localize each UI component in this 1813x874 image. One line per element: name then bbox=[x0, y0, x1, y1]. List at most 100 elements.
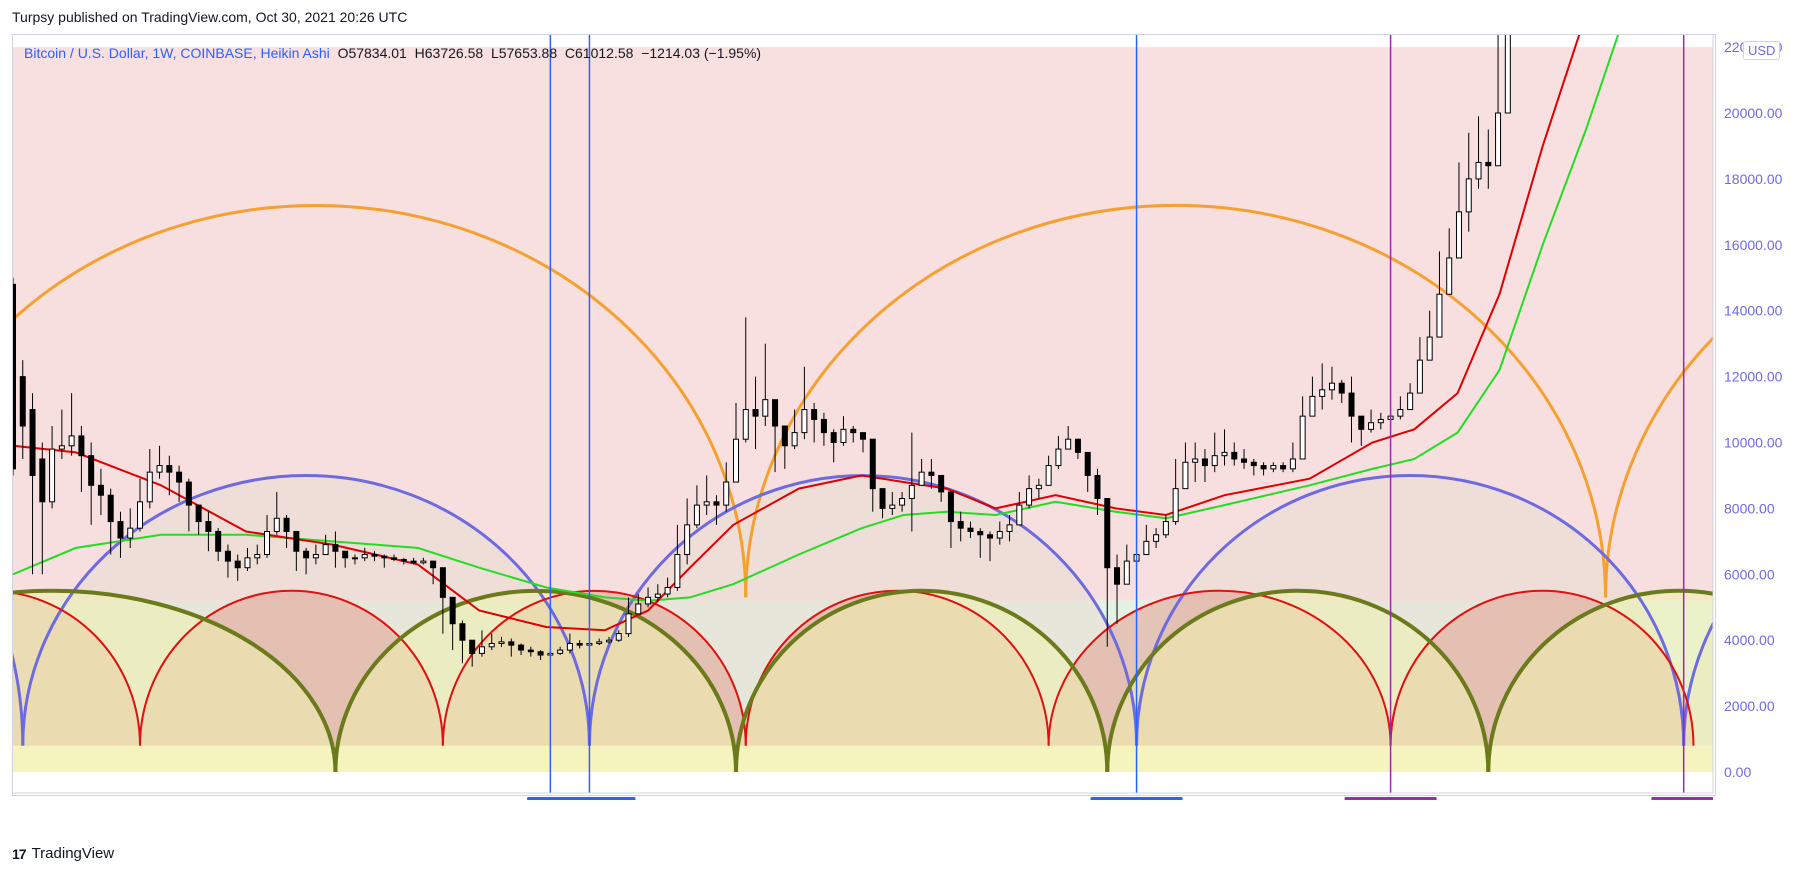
candle bbox=[185, 481, 192, 506]
candle bbox=[820, 418, 827, 434]
candle bbox=[918, 471, 925, 486]
candle bbox=[400, 558, 407, 562]
candle bbox=[1172, 488, 1179, 523]
olive-arc-fill-3 bbox=[1107, 590, 1489, 772]
candle bbox=[88, 455, 95, 486]
plot-area bbox=[13, 35, 1713, 793]
candle bbox=[1074, 438, 1081, 453]
candle bbox=[224, 550, 231, 562]
candle bbox=[146, 471, 153, 503]
x-tick-label: Oct bbox=[873, 799, 895, 800]
candle bbox=[107, 494, 114, 523]
candle bbox=[713, 501, 720, 506]
blue-arc-1 bbox=[21, 473, 591, 746]
candle bbox=[596, 641, 603, 644]
candle bbox=[1114, 567, 1121, 585]
candle bbox=[830, 432, 837, 443]
candle bbox=[742, 409, 749, 440]
olive-arc-fill-0 bbox=[13, 590, 336, 772]
candle bbox=[1328, 382, 1335, 391]
candle bbox=[645, 596, 652, 605]
olive-arc-4 bbox=[1486, 589, 1713, 773]
candle bbox=[1289, 458, 1296, 470]
candle bbox=[508, 641, 515, 646]
candle bbox=[1309, 395, 1316, 417]
candle bbox=[176, 471, 183, 483]
candle bbox=[1270, 465, 1277, 470]
candle bbox=[1504, 35, 1511, 114]
candle bbox=[273, 517, 280, 532]
candle bbox=[850, 428, 857, 434]
candle bbox=[19, 376, 26, 427]
candle bbox=[469, 639, 476, 654]
candle bbox=[908, 484, 915, 500]
candle bbox=[1358, 415, 1365, 430]
candle bbox=[1426, 336, 1433, 361]
candle bbox=[449, 596, 456, 625]
x-tick-label: Jul bbox=[1257, 799, 1275, 800]
orange-arc-0 bbox=[13, 203, 748, 598]
price-chart[interactable]: 0.00 2000.00 4000.00 6000.00 8000.00 10000.00… bbox=[0, 0, 1813, 800]
candle bbox=[342, 550, 349, 559]
candle bbox=[166, 465, 173, 473]
candle bbox=[781, 425, 788, 447]
y-tick-label: 14000.00 bbox=[1724, 303, 1783, 319]
candle bbox=[322, 544, 329, 556]
candle bbox=[1319, 389, 1326, 397]
orange-arc-1 bbox=[744, 203, 1608, 598]
candle bbox=[293, 530, 300, 552]
tradingview-logo-icon[interactable]: 17 bbox=[12, 845, 27, 862]
candle bbox=[723, 481, 730, 506]
x-tick-label: Jul bbox=[747, 799, 765, 800]
candle bbox=[1211, 455, 1218, 467]
candle bbox=[1143, 540, 1150, 556]
chart-frame[interactable] bbox=[12, 34, 1716, 796]
candle bbox=[811, 409, 818, 420]
candle bbox=[39, 458, 46, 503]
candle bbox=[1026, 488, 1033, 506]
date-marker-tag-2 bbox=[1090, 797, 1183, 800]
candle bbox=[1231, 451, 1238, 460]
candle bbox=[156, 465, 163, 473]
candle bbox=[987, 534, 994, 539]
currency-badge[interactable]: USD bbox=[1743, 41, 1781, 60]
candle bbox=[1192, 458, 1199, 463]
candle bbox=[195, 504, 202, 523]
candle bbox=[674, 554, 681, 588]
y-tick-label: 12000.00 bbox=[1724, 369, 1783, 385]
candle bbox=[117, 521, 124, 539]
candle bbox=[1465, 178, 1472, 213]
olive-arc-1 bbox=[333, 588, 738, 773]
candle bbox=[254, 554, 261, 559]
candle bbox=[29, 409, 36, 476]
candle bbox=[928, 471, 935, 476]
candle bbox=[1455, 211, 1462, 259]
candle bbox=[381, 555, 388, 559]
candle bbox=[264, 530, 271, 556]
candle bbox=[889, 504, 896, 509]
candle bbox=[13, 283, 16, 470]
legend-low: L57653.88 bbox=[490, 45, 558, 61]
olive-arc-0 bbox=[13, 588, 338, 773]
candle bbox=[625, 613, 632, 635]
olive-arc-fill-2 bbox=[735, 590, 1108, 772]
candle bbox=[234, 560, 241, 569]
candle bbox=[693, 504, 700, 526]
candle bbox=[488, 642, 495, 648]
candle bbox=[518, 644, 525, 651]
candle bbox=[78, 435, 85, 457]
candle bbox=[1280, 465, 1287, 470]
olive-arc-fill-4 bbox=[1488, 591, 1713, 772]
y-tick-label: 4000.00 bbox=[1724, 632, 1775, 648]
date-marker-tag-3 bbox=[1344, 797, 1437, 800]
candle bbox=[635, 603, 642, 615]
candle bbox=[1416, 359, 1423, 394]
candle bbox=[869, 438, 876, 490]
candle bbox=[1338, 382, 1345, 394]
candle bbox=[664, 586, 671, 595]
orange-arc-fill-2 bbox=[1605, 338, 1713, 598]
candle bbox=[1348, 392, 1355, 417]
candle bbox=[703, 501, 710, 506]
candle bbox=[439, 567, 446, 598]
candle bbox=[1201, 458, 1208, 467]
